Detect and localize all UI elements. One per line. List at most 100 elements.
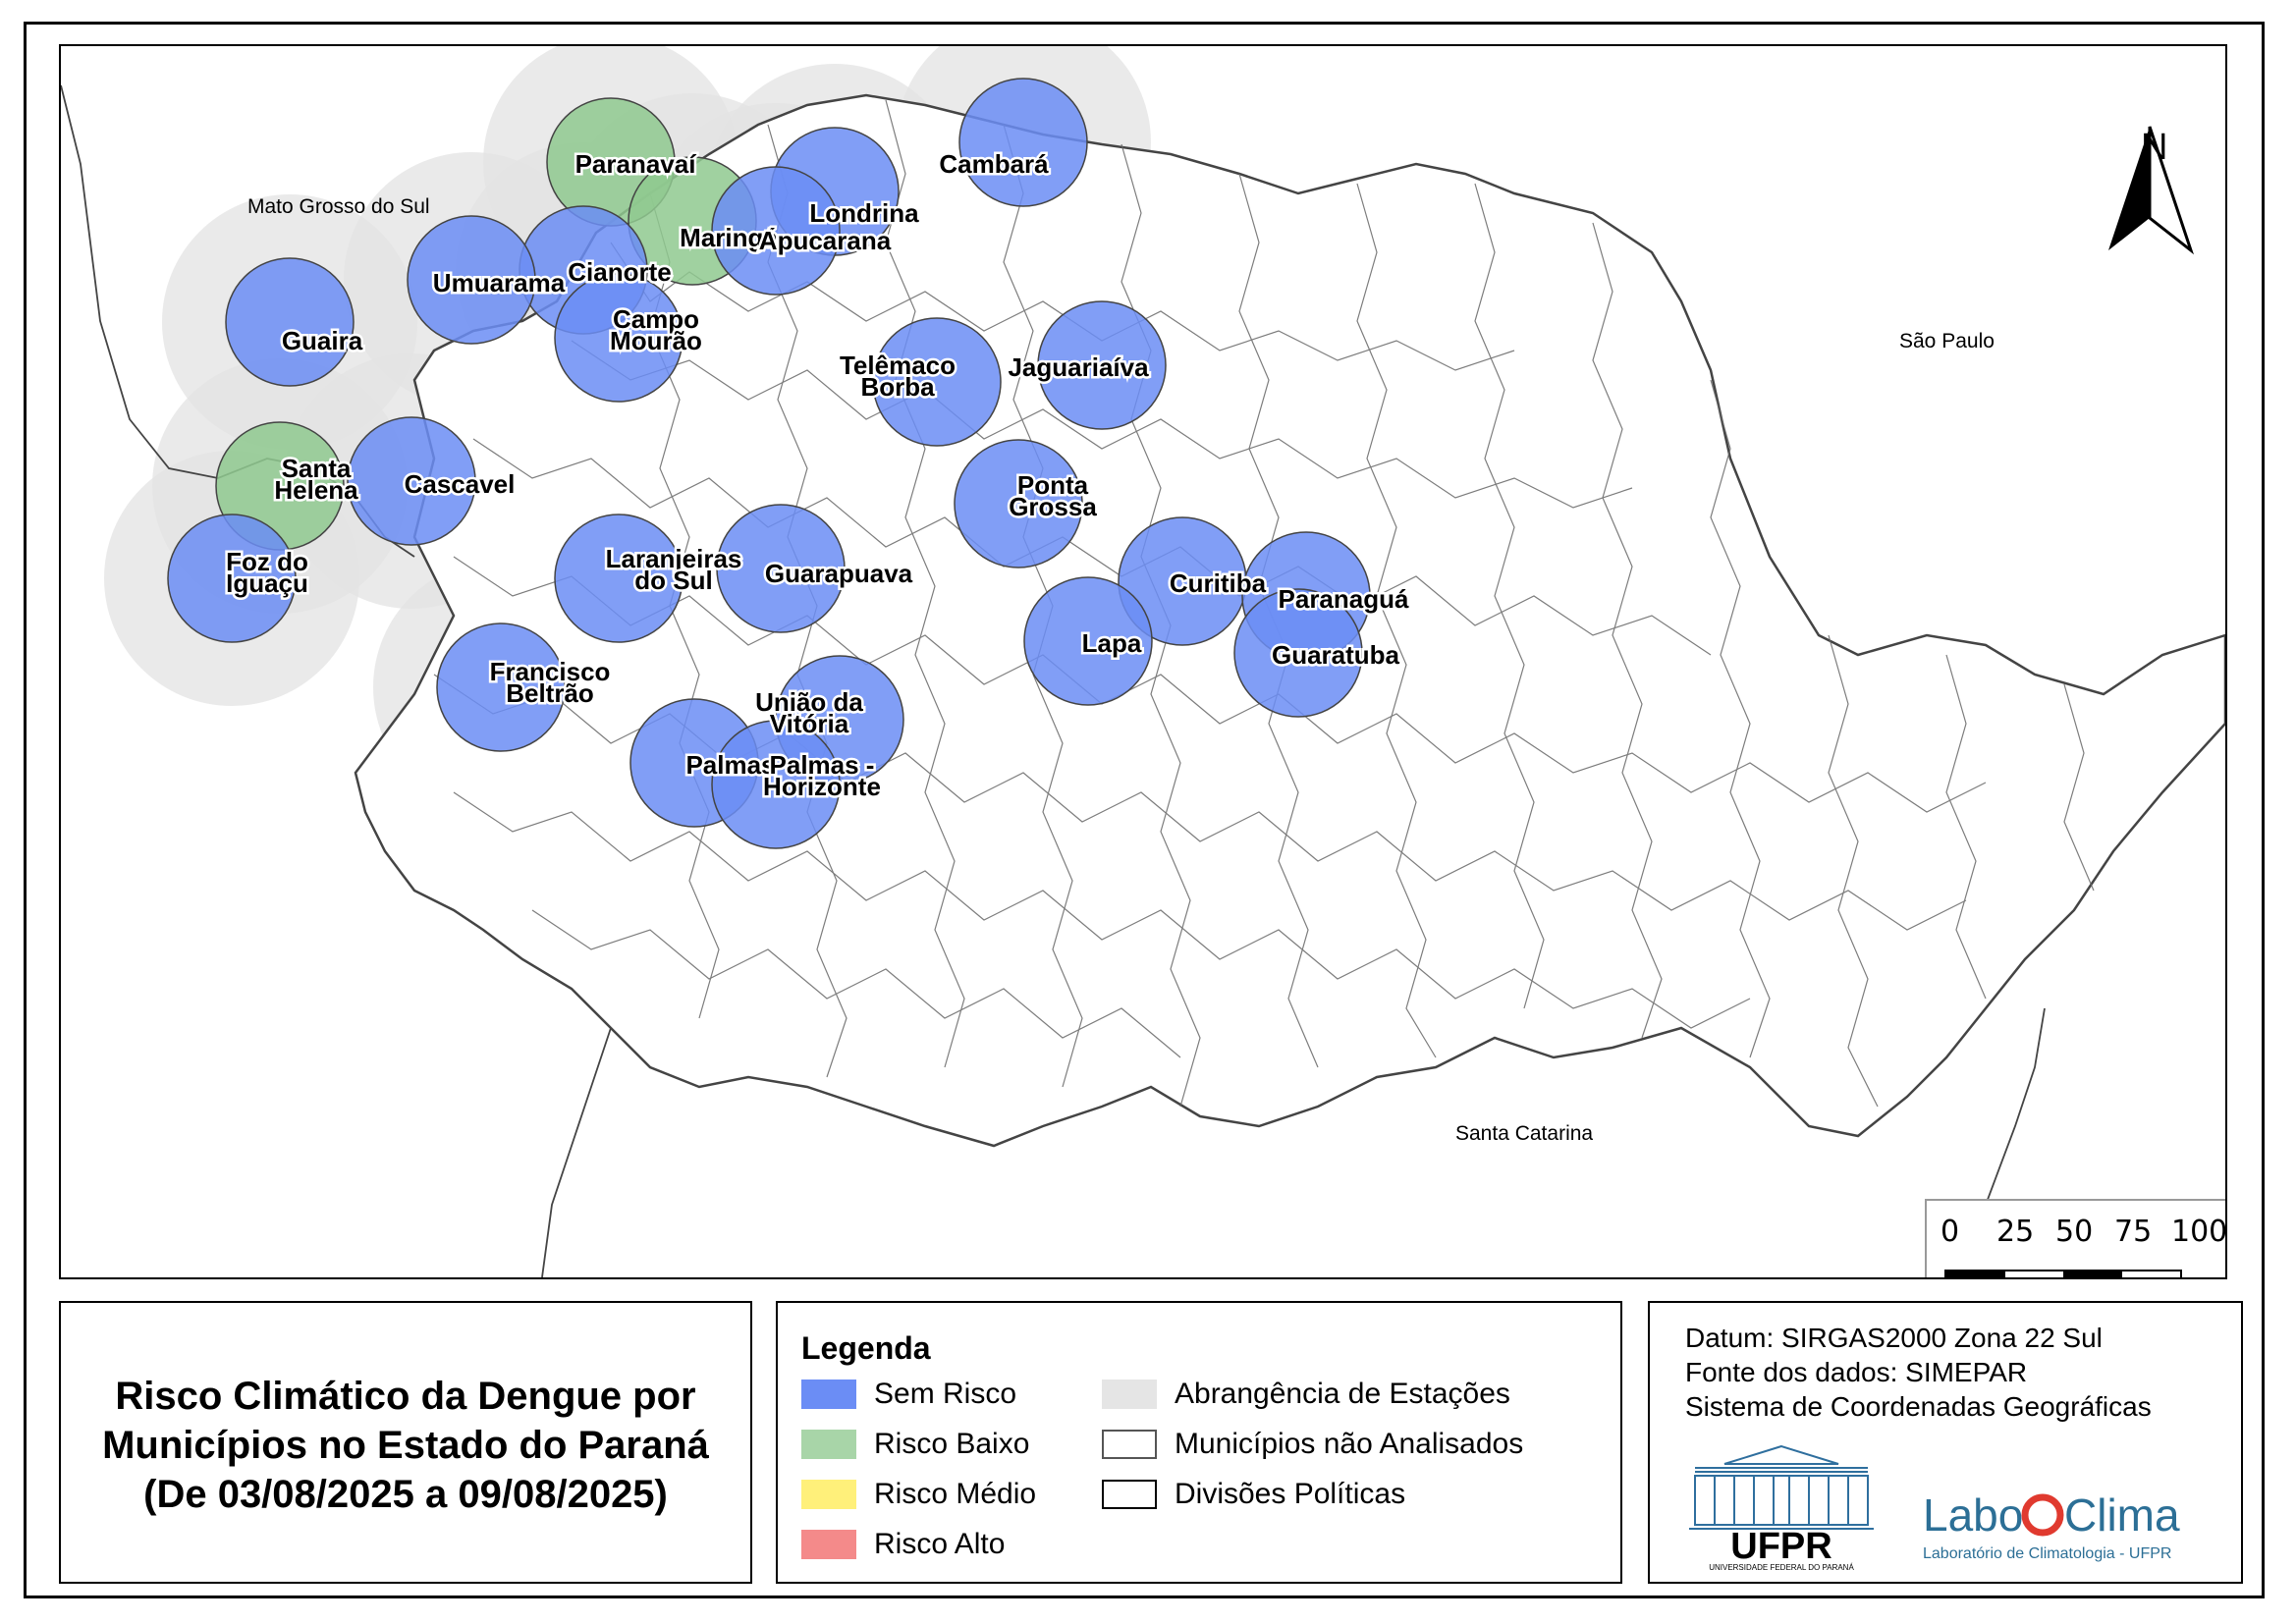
parana-map: Mato Grosso do Sul São Paulo Santa Catar… bbox=[61, 46, 2225, 1277]
laboclima-logo: Labo Clima Laboratório de Climatologia -… bbox=[1923, 1489, 2180, 1562]
station-label-guarapuava: Guarapuava bbox=[765, 559, 913, 588]
station-circle-apucarana bbox=[711, 166, 841, 296]
station-label-laranjeiras-do-sul-line-1: Laranjeiras bbox=[606, 544, 742, 573]
region-label-santa-catarina: Santa Catarina bbox=[1455, 1122, 1593, 1145]
legend-panel: Legenda Sem Risco Risco Baixo Risco Médi… bbox=[776, 1301, 1622, 1584]
title-line-2: Municípios no Estado do Paraná bbox=[102, 1424, 709, 1467]
north-arrow-icon bbox=[2108, 126, 2195, 255]
region-label-mato-grosso-do-sul: Mato Grosso do Sul bbox=[247, 195, 430, 218]
station-label-cascavel: Cascavel bbox=[405, 469, 516, 499]
legend-swatch-risco-medio bbox=[801, 1480, 856, 1509]
map-panel: Mato Grosso do Sul São Paulo Santa Catar… bbox=[59, 44, 2227, 1279]
station-circle-foz-do-iguacu bbox=[167, 514, 297, 643]
scale-tick-50: 50 bbox=[2055, 1215, 2094, 1249]
station-label-palmas-horizonte-line-2: Horizonte bbox=[763, 772, 881, 801]
station-label-santa-helena-line-2: Helena bbox=[274, 475, 358, 505]
station-circle-lapa bbox=[1023, 576, 1153, 706]
legend-item-abrangencia: Abrangência de Estações bbox=[1102, 1378, 1510, 1411]
station-label-lapa: Lapa bbox=[1082, 628, 1142, 658]
station-label-foz-do-iguacu-line-1: Foz do bbox=[226, 547, 308, 576]
station-circle-cambara bbox=[958, 78, 1088, 207]
station-label-telemaco-borba-line-2: Borba bbox=[860, 372, 935, 402]
title-panel: Risco Climático da Dengue por Municípios… bbox=[59, 1301, 752, 1584]
legend-swatch-municipios bbox=[1102, 1430, 1157, 1459]
station-label-cianorte: Cianorte bbox=[568, 257, 671, 287]
labo-wordmark-left: Labo bbox=[1923, 1489, 2023, 1541]
legend-item-sem-risco: Sem Risco bbox=[801, 1378, 1016, 1411]
title-line-3: (De 03/08/2025 a 09/08/2025) bbox=[143, 1473, 668, 1516]
station-label-paranavai: Paranavaí bbox=[575, 149, 697, 179]
scale-bar-segments bbox=[1944, 1270, 2182, 1277]
region-label-sao-paulo: São Paulo bbox=[1899, 330, 1995, 352]
station-label-umuarama: Umuarama bbox=[433, 268, 566, 298]
border-santa-catarina bbox=[541, 1027, 612, 1277]
source-text: Fonte dos dados: SIMEPAR bbox=[1685, 1357, 2028, 1387]
station-label-curitiba: Curitiba bbox=[1170, 568, 1267, 598]
legend-swatch-risco-alto bbox=[801, 1530, 856, 1559]
ufpr-wordmark: UFPR bbox=[1730, 1526, 1831, 1567]
station-label-maringa: Maringá bbox=[680, 223, 778, 252]
station-label-apucarana: Apucarana bbox=[759, 226, 892, 255]
station-circle-jaguariaiva bbox=[1037, 300, 1167, 430]
station-circle-guaira bbox=[225, 257, 355, 387]
station-circle-palmas-horizonte bbox=[711, 720, 841, 849]
map-title: Risco Climático da Dengue por Municípios… bbox=[61, 1372, 750, 1519]
station-label-campo-mourao-line-2: Mourão bbox=[610, 326, 702, 355]
station-label-telemaco-borba-line-1: Telêmaco bbox=[840, 351, 956, 380]
station-circle-francisco-beltrao bbox=[436, 622, 566, 752]
station-label-uniao-da-vitoria-line-2: Vitória bbox=[770, 709, 849, 738]
station-circle-campo-mourao bbox=[554, 273, 683, 403]
station-label-palmas-horizonte-line-1: Palmas - bbox=[770, 750, 875, 780]
legend-swatch-risco-baixo bbox=[801, 1430, 856, 1459]
labo-swirl-icon bbox=[2021, 1493, 2064, 1537]
legend-title: Legenda bbox=[801, 1330, 931, 1366]
scale-bar: 0 25 50 75 100 km bbox=[1925, 1199, 2227, 1277]
station-label-jaguariaiva: Jaguariaíva bbox=[1008, 352, 1149, 382]
station-labels: Paranavaí Cambará Londrina MaringáApucarana… bbox=[224, 147, 1412, 804]
station-label-foz-do-iguacu-line-2: Iguaçu bbox=[226, 568, 308, 598]
station-circles bbox=[167, 78, 1371, 849]
scale-tick-25: 25 bbox=[1996, 1215, 2035, 1249]
ufpr-logo: UFPR UNIVERSIDADE FEDERAL DO PARANÁ bbox=[1689, 1444, 1874, 1572]
title-line-1: Risco Climático da Dengue por bbox=[115, 1375, 696, 1418]
station-label-santa-helena-line-1: Santa bbox=[282, 454, 352, 483]
legend-item-risco-medio: Risco Médio bbox=[801, 1478, 1036, 1511]
legend-swatch-abrangencia bbox=[1102, 1380, 1157, 1409]
station-label-guaira: Guaira bbox=[282, 326, 363, 355]
station-label-palmas: Palmas bbox=[685, 750, 775, 780]
station-label-guaratuba: Guaratuba bbox=[1272, 640, 1400, 670]
station-label-ponta-grossa-line-1: Ponta bbox=[1017, 470, 1089, 500]
station-label-francisco-beltrao-line-1: Francisco bbox=[490, 657, 611, 686]
station-circle-guarapuava bbox=[716, 504, 846, 633]
station-label-laranjeiras-do-sul-line-2: do Sul bbox=[634, 566, 712, 595]
station-circle-cascavel bbox=[347, 416, 476, 546]
labo-subtitle: Laboratório de Climatologia - UFPR bbox=[1923, 1545, 2171, 1562]
legend-item-risco-alto: Risco Alto bbox=[801, 1528, 1005, 1561]
datum-text: Datum: SIRGAS2000 Zona 22 Sul bbox=[1685, 1323, 2103, 1353]
station-circle-ponta-grossa bbox=[954, 439, 1083, 568]
station-label-paranagua: Paranaguá bbox=[1279, 584, 1409, 614]
station-label-cambara: Cambará bbox=[939, 149, 1049, 179]
station-circle-telemaco-borba bbox=[872, 317, 1002, 447]
station-label-uniao-da-vitoria-line-1: União da bbox=[755, 687, 863, 717]
scale-tick-75: 75 bbox=[2114, 1215, 2153, 1249]
station-label-londrina: Londrina bbox=[809, 198, 919, 228]
legend-swatch-divisoes bbox=[1102, 1480, 1157, 1509]
legend-item-divisoes-politicas: Divisões Políticas bbox=[1102, 1478, 1405, 1511]
station-circle-laranjeiras-do-sul bbox=[554, 514, 683, 643]
legend-item-risco-baixo: Risco Baixo bbox=[801, 1428, 1029, 1461]
scale-tick-100km: 100 km bbox=[2171, 1215, 2227, 1249]
station-label-francisco-beltrao-line-2: Beltrão bbox=[506, 678, 594, 708]
ufpr-subtitle: UNIVERSIDADE FEDERAL DO PARANÁ bbox=[1709, 1563, 1854, 1572]
station-circle-guaratuba bbox=[1233, 588, 1363, 718]
legend-item-municipios-nao-analisados: Municípios não Analisados bbox=[1102, 1428, 1523, 1461]
map-metadata: Datum: SIRGAS2000 Zona 22 Sul Fonte dos … bbox=[1685, 1321, 2152, 1424]
info-panel: Datum: SIRGAS2000 Zona 22 Sul Fonte dos … bbox=[1648, 1301, 2243, 1584]
page-frame bbox=[24, 22, 2265, 1598]
station-label-ponta-grossa-line-2: Grossa bbox=[1009, 492, 1097, 521]
station-label-campo-mourao-line-1: Campo bbox=[613, 304, 699, 334]
labo-wordmark-right: Clima bbox=[2064, 1489, 2180, 1541]
scale-tick-0: 0 bbox=[1941, 1215, 1960, 1249]
north-label: N bbox=[2141, 127, 2168, 168]
crs-text: Sistema de Coordenadas Geográficas bbox=[1685, 1391, 2152, 1422]
